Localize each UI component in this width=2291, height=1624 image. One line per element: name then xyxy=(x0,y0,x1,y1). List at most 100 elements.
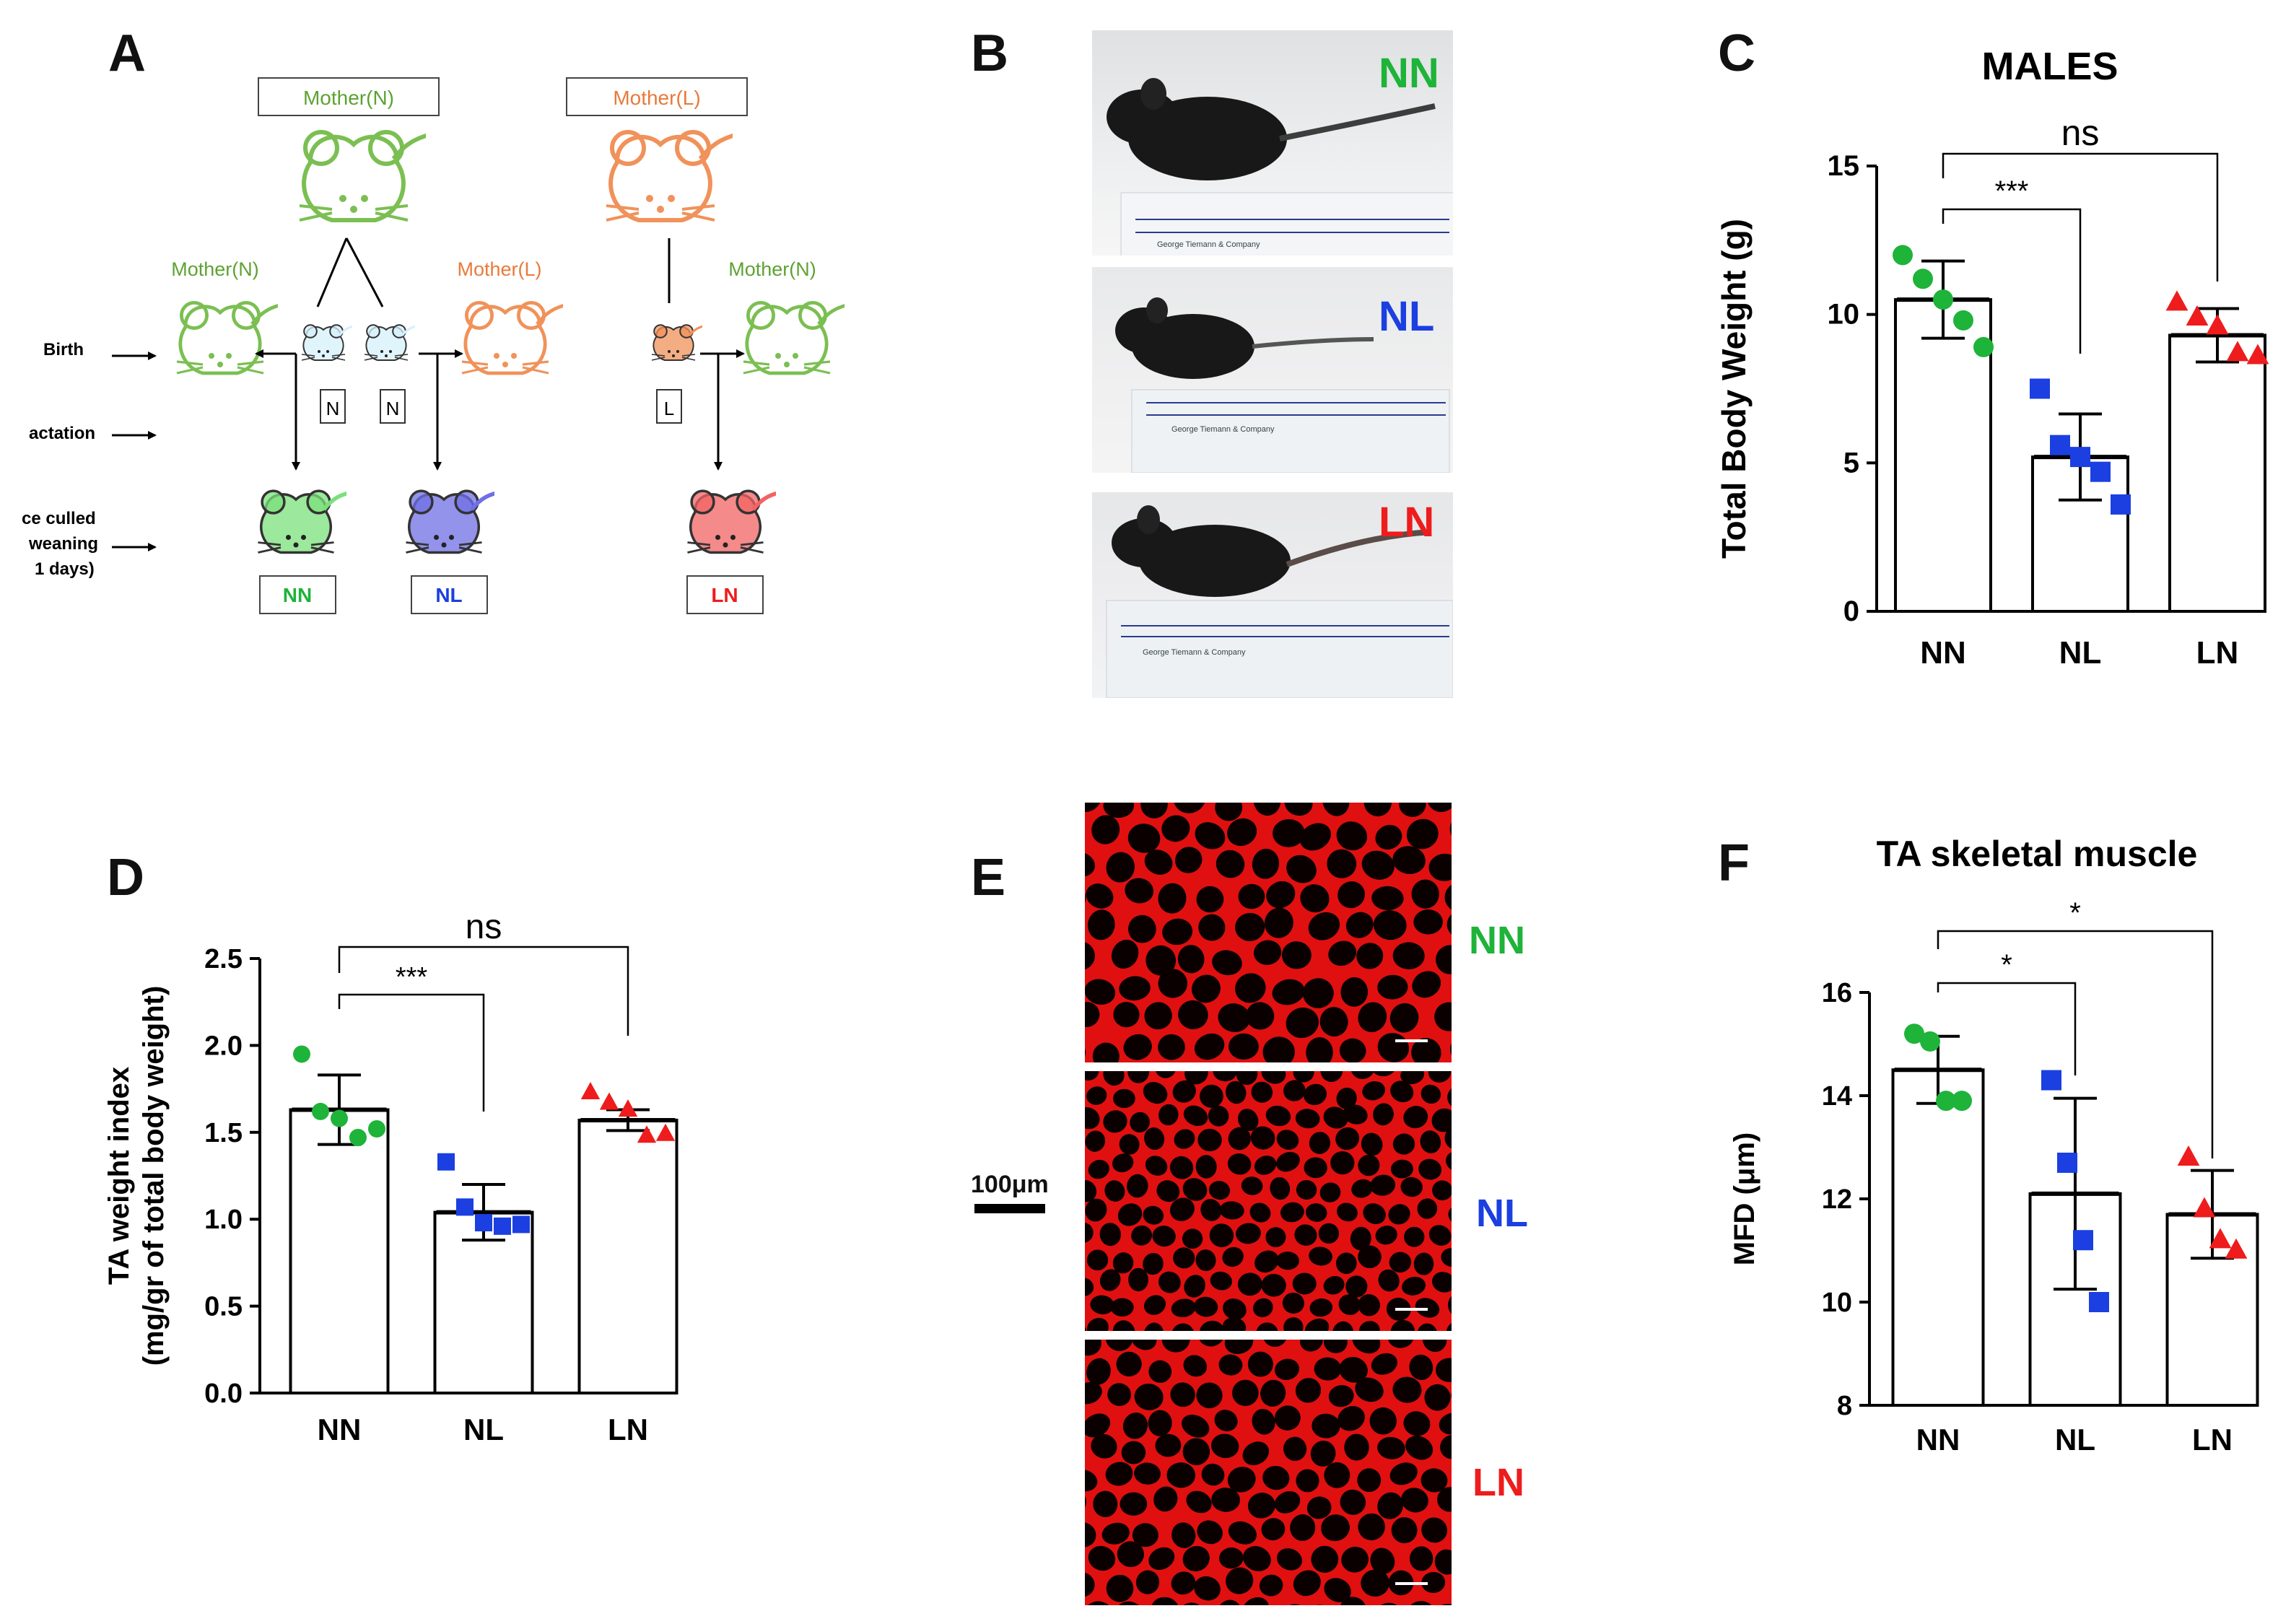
muscle-fiber xyxy=(1390,1159,1413,1179)
muscle-fiber xyxy=(1170,1382,1195,1407)
muscle-fiber xyxy=(1127,1174,1148,1198)
muscle-fiber xyxy=(1252,1298,1273,1317)
muscle-fiber xyxy=(1266,881,1296,909)
muscle-fiber xyxy=(1247,1351,1273,1377)
muscle-fiber xyxy=(1148,1547,1175,1571)
chart-f-point-nl xyxy=(2073,1230,2093,1251)
chart-c-y-tick-label: 10 xyxy=(1828,299,1860,331)
stage-lactation: actation xyxy=(29,424,95,443)
muscle-fiber xyxy=(1218,1547,1244,1569)
muscle-fiber xyxy=(1388,1204,1410,1225)
chart-c-ylabel-group: Total Body Weight (g) xyxy=(1715,219,1753,559)
photo-label-nn: NN xyxy=(1379,50,1439,97)
chart-d-point-nl xyxy=(494,1217,511,1235)
mouse-icon xyxy=(743,292,873,373)
muscle-fiber xyxy=(1411,879,1439,909)
muscle-fiber xyxy=(1088,1159,1109,1179)
muscle-fiber xyxy=(1254,1156,1277,1175)
muscle-fiber xyxy=(1112,1153,1134,1173)
muscle-fiber xyxy=(1421,1517,1448,1543)
muscle-fiber xyxy=(1178,1000,1208,1030)
muscle-fiber xyxy=(1226,1081,1247,1104)
chart-c-point-ln xyxy=(2186,305,2209,326)
muscle-fiber xyxy=(1421,1571,1446,1594)
muscle-fiber xyxy=(1417,1198,1438,1219)
chart-d-sig-label: ns xyxy=(466,908,502,946)
muscle-fiber xyxy=(1182,1414,1210,1438)
muscle-fiber xyxy=(1343,1104,1368,1125)
muscle-fiber xyxy=(1303,1083,1327,1106)
muscle-fiber xyxy=(1145,1156,1168,1176)
muscle-fiber xyxy=(1309,1298,1333,1317)
muscle-fiber xyxy=(1424,1384,1451,1411)
muscle-fiber xyxy=(1106,852,1135,883)
chart-c-point-nl xyxy=(2090,461,2111,482)
muscle-fiber xyxy=(1377,1436,1405,1459)
muscle-fiber xyxy=(1276,1548,1302,1571)
chart-c-y-tick-label: 15 xyxy=(1828,150,1860,182)
chart-d-point-nn xyxy=(293,1045,310,1063)
muscle-fiber xyxy=(1311,1545,1339,1573)
muscle-fiber xyxy=(1253,940,1282,965)
muscle-fiber xyxy=(1264,907,1293,938)
muscle-fiber xyxy=(1183,1105,1208,1127)
muscle-fiber xyxy=(1226,1567,1254,1594)
chart-c: MALES Total Body Weight (g) 0 5 10 15 NN NL LN **… xyxy=(1715,45,2269,671)
chart-c-point-nn xyxy=(1933,289,1953,310)
chart-d-x-tick-label: LN xyxy=(608,1413,648,1446)
muscle-fiber xyxy=(1357,1468,1382,1493)
muscle-fiber xyxy=(1158,883,1187,914)
muscle-fiber xyxy=(1312,1413,1340,1439)
muscle-fiber xyxy=(1319,1182,1341,1202)
histology-image-nn xyxy=(1029,782,1519,1102)
muscle-fiber xyxy=(1193,1296,1218,1317)
muscle-fiber xyxy=(1119,1134,1140,1155)
muscle-fiber xyxy=(1231,1379,1259,1406)
muscle-fiber xyxy=(1106,1574,1134,1602)
chart-c-title: MALES xyxy=(1982,45,2118,88)
muscle-fiber xyxy=(1351,1179,1374,1198)
chart-d-y-tick-label: 2.5 xyxy=(204,944,243,974)
chart-c-bar-ln xyxy=(2168,333,2266,613)
muscle-fiber xyxy=(1237,1272,1262,1296)
muscle-fiber xyxy=(1375,824,1402,850)
muscle-fiber xyxy=(1236,1223,1261,1244)
chart-d-point-ln xyxy=(580,1082,601,1100)
muscle-fiber xyxy=(1391,1516,1418,1544)
muscle-fiber xyxy=(1194,1576,1221,1601)
mouse-icon xyxy=(462,292,592,373)
muscle-fiber xyxy=(1099,1269,1121,1291)
chart-c-point-nl xyxy=(2030,378,2050,399)
muscle-fiber xyxy=(1218,1354,1243,1376)
chart-f-bar-nn xyxy=(1891,1068,1985,1407)
muscle-fiber xyxy=(1292,1272,1317,1295)
chart-d-point-nn xyxy=(312,1102,329,1120)
muscle-fiber xyxy=(1085,1130,1106,1152)
muscle-fiber xyxy=(1392,1376,1422,1403)
muscle-fiber xyxy=(1093,1490,1118,1518)
mouse-silhouette-icon: George Tiemann & Company xyxy=(1106,505,1453,698)
chart-c-x-tick-label: LN xyxy=(2196,635,2239,671)
muscle-fiber xyxy=(1191,974,1221,1003)
muscle-fiber xyxy=(1144,1127,1165,1151)
muscle-fiber xyxy=(1199,1084,1223,1108)
muscle-fiber xyxy=(1158,969,1188,998)
panel-a-schematic: Mother(N) Mother(L) Mother(N) Mother(L) … xyxy=(22,77,946,614)
chart-d-x-tick-label: NN xyxy=(318,1413,362,1446)
chart-d-point-ln xyxy=(655,1123,676,1141)
muscle-fiber xyxy=(1328,1384,1354,1407)
mouse-photo-nl: George Tiemann & Company xyxy=(1092,267,1453,473)
chart-c-point-nn xyxy=(1953,310,1973,331)
muscle-fiber xyxy=(1228,1127,1251,1151)
muscle-fiber xyxy=(1401,1488,1428,1513)
muscle-fiber xyxy=(1260,1379,1286,1407)
muscle-fiber xyxy=(1087,909,1115,940)
muscle-fiber xyxy=(1336,1202,1358,1222)
muscle-fiber xyxy=(1171,1522,1196,1548)
muscle-fiber xyxy=(1344,1433,1369,1461)
chart-d-bar-nl xyxy=(433,1210,534,1394)
chart-d-ylabel-2: (mg/gr of total body weight) xyxy=(138,986,170,1366)
muscle-fiber xyxy=(1219,1201,1244,1220)
muscle-fiber xyxy=(1171,1571,1196,1595)
muscle-fiber xyxy=(1134,1462,1161,1485)
